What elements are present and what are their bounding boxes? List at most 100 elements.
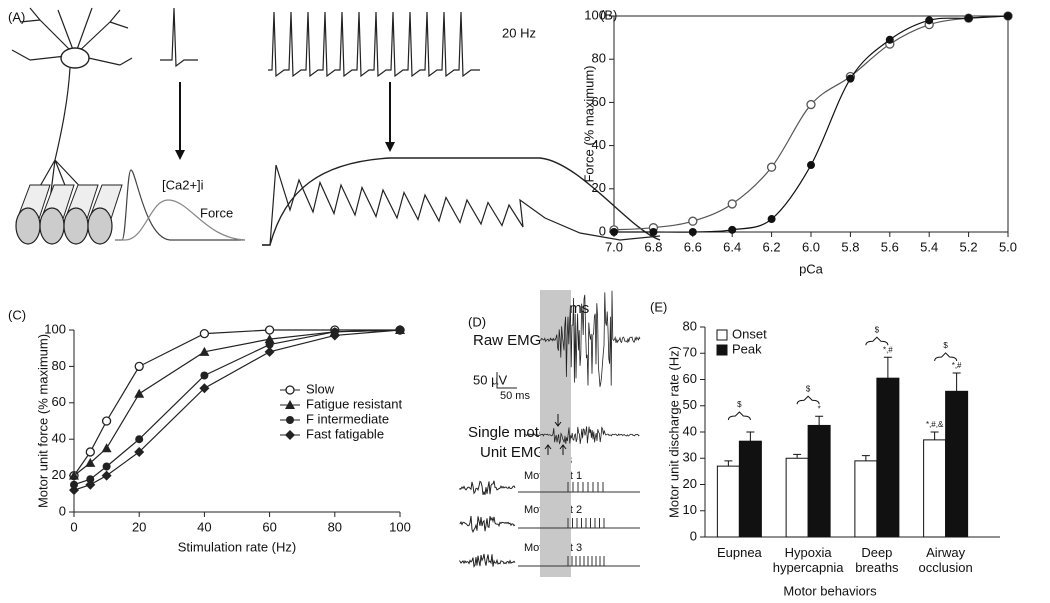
significance-mark: $ bbox=[737, 400, 742, 409]
error-bar bbox=[724, 460, 733, 467]
data-point bbox=[806, 99, 816, 110]
amplitude-scale: 50 µV bbox=[473, 372, 508, 387]
x-tick-label: Airway occlusion bbox=[918, 545, 973, 575]
data-point bbox=[69, 470, 79, 480]
decoration bbox=[160, 7, 198, 68]
y-tick-label: 100 bbox=[584, 7, 606, 22]
data-point bbox=[767, 215, 776, 224]
bar bbox=[923, 439, 947, 538]
bar bbox=[807, 424, 831, 538]
decoration bbox=[15, 207, 41, 245]
x-tick-label: Eupnea bbox=[716, 545, 762, 560]
data-point bbox=[134, 446, 145, 457]
x-tick-label: 5.0 bbox=[999, 239, 1017, 254]
data-point bbox=[688, 216, 698, 226]
y-tick-label: 30 bbox=[683, 450, 697, 465]
bracket bbox=[796, 395, 820, 405]
data-point bbox=[807, 161, 815, 170]
decoration bbox=[524, 426, 640, 445]
bracket bbox=[727, 411, 751, 421]
decoration bbox=[496, 372, 517, 389]
y-tick-label: 20 bbox=[592, 180, 606, 195]
time-scale: 50 ms bbox=[500, 390, 530, 402]
bar bbox=[854, 460, 878, 538]
data-point bbox=[70, 480, 78, 489]
decoration bbox=[39, 207, 65, 245]
data-point bbox=[728, 225, 737, 234]
data-point bbox=[264, 334, 275, 344]
legend-marker bbox=[285, 400, 295, 409]
x-axis-title: Motor behaviors bbox=[783, 583, 877, 598]
x-tick-label: 5.8 bbox=[841, 239, 859, 254]
x-tick-label: 80 bbox=[328, 519, 342, 534]
data-point bbox=[69, 485, 79, 496]
significance-mark: $ bbox=[875, 325, 880, 334]
x-tick-label: 20 bbox=[132, 519, 146, 534]
data-point bbox=[101, 416, 112, 426]
x-tick-label: 7.0 bbox=[605, 239, 623, 254]
y-tick-label: 20 bbox=[52, 467, 66, 482]
force-label: Force bbox=[200, 205, 233, 220]
y-axis-title: Force (% maximum) bbox=[581, 65, 596, 182]
data-point bbox=[134, 388, 145, 398]
significance-mark: $ bbox=[806, 384, 811, 393]
data-point bbox=[199, 383, 210, 394]
error-bar bbox=[952, 372, 961, 392]
bar bbox=[785, 457, 809, 538]
x-tick-label: 6.4 bbox=[723, 239, 741, 254]
error-bar bbox=[815, 415, 824, 426]
decoration bbox=[34, 67, 89, 201]
data-point bbox=[101, 443, 112, 453]
decoration bbox=[262, 157, 661, 246]
data-point bbox=[264, 325, 275, 335]
decoration bbox=[567, 556, 605, 566]
x-tick-label: 5.6 bbox=[881, 239, 899, 254]
error-bar bbox=[883, 356, 892, 379]
x-tick-label: 60 bbox=[262, 519, 276, 534]
significance-mark: * bbox=[818, 404, 821, 413]
x-tick-label: 5.2 bbox=[960, 239, 978, 254]
x-tick-label: 6.6 bbox=[684, 239, 702, 254]
x-axis-title: Stimulation rate (Hz) bbox=[178, 539, 296, 554]
decoration bbox=[115, 169, 245, 241]
y-axis-title: Motor unit force (% maximum) bbox=[35, 334, 50, 508]
y-tick-label: 40 bbox=[592, 137, 606, 152]
decoration bbox=[459, 480, 516, 495]
data-point bbox=[964, 14, 973, 23]
panel-label: (C) bbox=[8, 307, 26, 322]
bar bbox=[716, 465, 740, 538]
legend-label: Slow bbox=[306, 381, 335, 396]
significance-mark: *,# bbox=[883, 345, 893, 354]
series-line bbox=[73, 329, 401, 477]
y-tick-label: 20 bbox=[683, 476, 697, 491]
y-tick-label: 0 bbox=[59, 503, 66, 518]
data-point bbox=[846, 74, 855, 83]
y-axis-title: Motor unit discharge rate (Hz) bbox=[666, 346, 681, 518]
data-point bbox=[1004, 12, 1012, 20]
y-tick-label: 40 bbox=[683, 423, 697, 438]
data-point bbox=[688, 228, 697, 236]
decoration bbox=[87, 207, 113, 245]
data-point bbox=[85, 479, 96, 490]
panel-label: (D) bbox=[468, 314, 486, 329]
significance-mark: $ bbox=[943, 341, 948, 350]
legend-marker bbox=[285, 430, 295, 440]
data-point bbox=[134, 361, 144, 372]
decoration bbox=[567, 518, 605, 528]
decoration bbox=[175, 150, 185, 160]
legend-label: Fatigue resistant bbox=[306, 396, 402, 411]
y-tick-label: 80 bbox=[683, 318, 697, 333]
y-tick-label: 100 bbox=[44, 321, 66, 336]
y-tick-label: 60 bbox=[592, 94, 606, 109]
data-point bbox=[925, 16, 934, 25]
y-tick-label: 0 bbox=[599, 223, 606, 238]
panel-label: (A) bbox=[8, 9, 25, 24]
x-axis-title: pCa bbox=[799, 261, 824, 276]
panel-label: (E) bbox=[650, 299, 667, 314]
data-point bbox=[200, 371, 209, 380]
x-tick-label: 100 bbox=[389, 519, 411, 534]
legend-swatch bbox=[716, 344, 728, 356]
decoration bbox=[268, 11, 480, 78]
x-tick-label: 5.4 bbox=[920, 239, 938, 254]
